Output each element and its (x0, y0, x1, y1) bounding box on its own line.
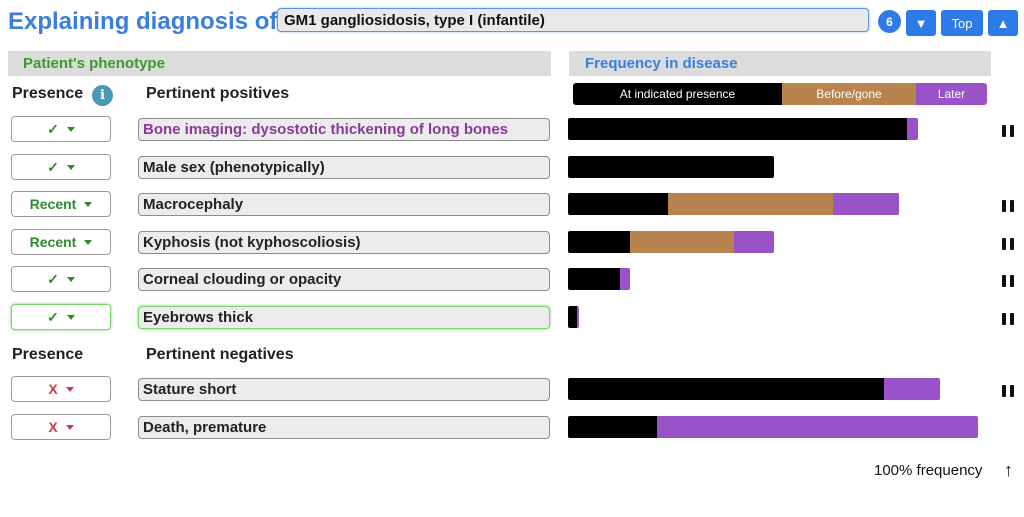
presence-dropdown[interactable]: Recent (11, 191, 111, 217)
diagnosis-field[interactable]: GM1 gangliosidosis, type I (infantile) (277, 8, 869, 32)
presence-value: ✓ (47, 158, 59, 175)
presence-dropdown[interactable]: X (11, 376, 111, 402)
frequency-bar (568, 268, 630, 290)
pause-icon[interactable] (1002, 275, 1014, 287)
presence-dropdown[interactable]: ✓ (11, 304, 111, 330)
previous-button[interactable]: ▲ (988, 10, 1018, 36)
next-button[interactable]: ▼ (906, 10, 936, 36)
caret-down-icon (66, 276, 75, 282)
phenotype-field[interactable]: Kyphosis (not kyphoscoliosis) (138, 231, 550, 254)
pertinent-negatives-label: Pertinent negatives (146, 346, 294, 363)
caret-down-icon (66, 314, 75, 320)
bar-segment-before (668, 193, 833, 215)
presence-value: ✓ (47, 308, 59, 325)
bar-segment-later (833, 193, 899, 215)
bar-segment-at (568, 378, 884, 400)
caret-down-icon (84, 239, 93, 245)
bar-segment-later (657, 416, 978, 438)
section-patient-phenotype: Patient's phenotype (8, 51, 551, 76)
frequency-bar (568, 118, 918, 140)
phenotype-field[interactable]: Corneal clouding or opacity (138, 268, 550, 291)
phenotype-field[interactable]: Stature short (138, 378, 550, 401)
presence-column-label: Presence (12, 85, 84, 102)
pause-icon[interactable] (1002, 385, 1014, 397)
bar-segment-at (568, 231, 630, 253)
caret-down-icon (65, 386, 74, 392)
bar-segment-at (568, 306, 577, 328)
presence-negatives-label: Presence (12, 346, 84, 363)
presence-dropdown[interactable]: ✓ (11, 266, 111, 292)
info-icon[interactable]: i (92, 85, 113, 106)
frequency-bar (568, 306, 579, 328)
presence-value: ✓ (47, 270, 59, 287)
arrow-up-icon: ↑ (1004, 460, 1013, 480)
presence-dropdown[interactable]: ✓ (11, 154, 111, 180)
caret-down-icon (65, 424, 74, 430)
caret-down-icon (66, 164, 75, 170)
presence-dropdown[interactable]: Recent (11, 229, 111, 255)
bar-segment-later (577, 306, 579, 328)
frequency-scale-note: 100% frequency (874, 462, 983, 479)
bar-segment-later (620, 268, 630, 290)
frequency-bar (568, 231, 774, 253)
pertinent-positives-label: Pertinent positives (146, 85, 290, 102)
legend-before-gone: Before/gone (782, 83, 916, 105)
section-frequency: Frequency in disease (569, 51, 991, 76)
pause-icon[interactable] (1002, 313, 1014, 325)
bar-segment-at (568, 156, 774, 178)
bar-segment-later (884, 378, 940, 400)
phenotype-field[interactable]: Eyebrows thick (138, 306, 550, 329)
bar-segment-at (568, 416, 657, 438)
presence-value: Recent (29, 234, 77, 250)
bar-segment-at (568, 118, 907, 140)
caret-down-icon (66, 126, 75, 132)
frequency-bar (568, 378, 940, 400)
phenotype-field[interactable]: Macrocephaly (138, 193, 550, 216)
count-badge: 6 (878, 10, 901, 33)
frequency-bar (568, 416, 978, 438)
pause-icon[interactable] (1002, 238, 1014, 250)
phenotype-field[interactable]: Death, premature (138, 416, 550, 439)
phenotype-field[interactable]: Male sex (phenotypically) (138, 156, 550, 179)
presence-dropdown[interactable]: ✓ (11, 116, 111, 142)
presence-value: X (48, 381, 58, 397)
page-title: Explaining diagnosis of (8, 8, 278, 35)
presence-value: X (48, 419, 58, 435)
top-button[interactable]: Top (941, 10, 983, 36)
phenotype-field[interactable]: Bone imaging: dysostotic thickening of l… (138, 118, 550, 141)
frequency-bar (568, 156, 774, 178)
presence-value: Recent (29, 196, 77, 212)
legend-later: Later (916, 83, 987, 105)
frequency-bar (568, 193, 899, 215)
bar-segment-before (630, 231, 734, 253)
bar-segment-later (907, 118, 918, 140)
pause-icon[interactable] (1002, 125, 1014, 137)
caret-down-icon (84, 201, 93, 207)
presence-value: ✓ (47, 120, 59, 137)
bar-segment-at (568, 268, 620, 290)
pause-icon[interactable] (1002, 200, 1014, 212)
frequency-legend: At indicated presence Before/gone Later (573, 83, 987, 105)
bar-segment-at (568, 193, 668, 215)
presence-dropdown[interactable]: X (11, 414, 111, 440)
bar-segment-later (734, 231, 774, 253)
legend-at-presence: At indicated presence (573, 83, 782, 105)
